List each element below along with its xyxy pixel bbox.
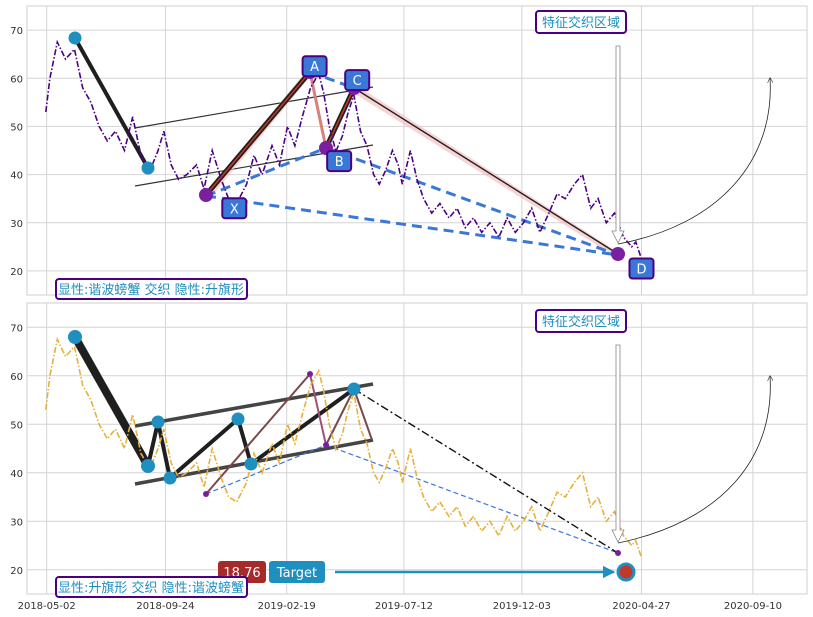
- top-harmonic-legs: [73, 37, 621, 257]
- y-tick-label: 40: [10, 469, 23, 480]
- target-marker: [616, 562, 636, 582]
- top-caption: 显性:谐波螃蟹 交织 隐性:升旗形: [58, 282, 244, 298]
- bottom-plot-background: [26, 302, 808, 595]
- x-tick-label: 2018-05-02: [18, 601, 76, 612]
- harmonic-label-text: D: [636, 263, 646, 278]
- y-tick-label: 20: [10, 566, 23, 577]
- bottom-price-series: [45, 336, 643, 558]
- harmonic-label-b: B: [326, 150, 353, 173]
- y-tick-label: 60: [10, 74, 23, 85]
- y-tick-label: 30: [10, 219, 23, 230]
- top-plot-background: [26, 5, 808, 296]
- top-zone-label-box: 特征交织区域: [535, 10, 627, 34]
- top-panel: 20 30 40 50 60 70: [10, 5, 808, 300]
- top-y-tick-labels: 20 30 40 50 60 70: [10, 26, 23, 278]
- bottom-zone-label: 特征交织区域: [542, 314, 620, 330]
- x-tick-label: 2019-12-03: [493, 601, 551, 612]
- y-tick-label: 40: [10, 171, 23, 182]
- top-caption-box: 显性:谐波螃蟹 交织 隐性:升旗形: [55, 278, 248, 300]
- bottom-caption: 显性:升旗形 交织 隐性:谐波螃蟹: [58, 580, 244, 596]
- x-tick-label: 2018-09-24: [136, 601, 194, 612]
- bottom-pivot-points: [68, 330, 621, 556]
- x-tick-label: 2020-09-10: [724, 601, 782, 612]
- bottom-zone-label-box: 特征交织区域: [535, 309, 627, 333]
- top-zone-label: 特征交织区域: [542, 15, 620, 31]
- bottom-panel: 20 30 40 50 60 70 2018-05-02 2018-09-24 2019-02…: [10, 302, 808, 612]
- harmonic-label-d: D: [628, 257, 655, 280]
- bottom-caption-box: 显性:升旗形 交织 隐性:谐波螃蟹: [55, 576, 248, 598]
- x-tick-label: 2019-07-12: [375, 601, 433, 612]
- y-tick-label: 20: [10, 267, 23, 278]
- y-tick-label: 50: [10, 122, 23, 133]
- top-projection-curve: [617, 78, 770, 245]
- bottom-zone-arrow: [611, 344, 625, 543]
- top-harmonic-labels: X A B C D: [221, 55, 655, 280]
- harmonic-label-text: C: [353, 74, 362, 89]
- harmonic-label-x: X: [221, 197, 248, 220]
- harmonic-label-text: X: [230, 202, 239, 217]
- y-tick-label: 60: [10, 372, 23, 383]
- x-tick-label: 2020-04-27: [612, 601, 670, 612]
- x-tick-label: 2019-02-19: [258, 601, 316, 612]
- harmonic-label-text: B: [335, 155, 344, 170]
- target-label: Target: [276, 566, 317, 581]
- y-tick-label: 70: [10, 323, 23, 334]
- bottom-projection-curve: [617, 376, 770, 544]
- bottom-y-tick-labels: 20 30 40 50 60 70: [10, 323, 23, 577]
- harmonic-label-c: C: [344, 69, 371, 92]
- y-tick-label: 70: [10, 26, 23, 37]
- harmonic-label-text: A: [310, 60, 319, 75]
- top-zone-arrow: [611, 45, 625, 244]
- harmonic-label-a: A: [301, 55, 328, 78]
- y-tick-label: 50: [10, 420, 23, 431]
- y-tick-label: 30: [10, 517, 23, 528]
- bottom-grid: [27, 303, 807, 594]
- top-grid: [27, 6, 807, 295]
- bottom-x-tick-labels: 2018-05-02 2018-09-24 2019-02-19 2019-07-12…: [18, 601, 782, 612]
